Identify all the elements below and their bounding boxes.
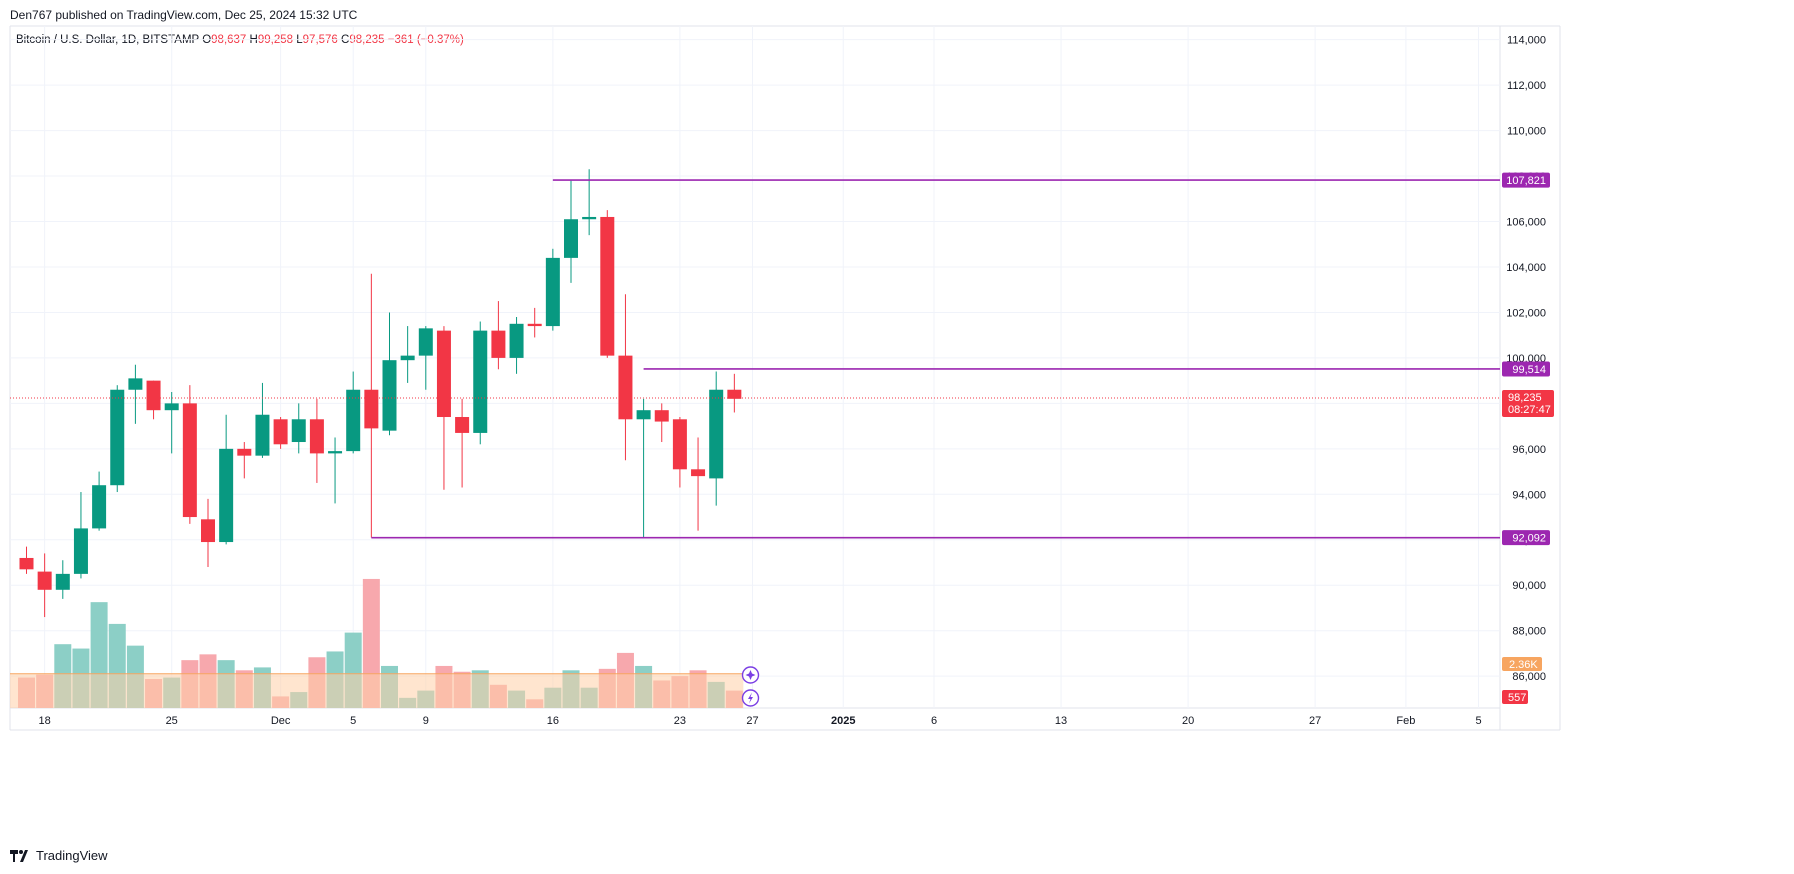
date-tick-label: 25 [166, 715, 178, 727]
volume-ma-area [10, 673, 744, 708]
candle-body[interactable] [219, 448, 234, 543]
price-tick-label: 102,000 [1506, 307, 1546, 319]
date-tick-label: Feb [1396, 715, 1415, 727]
date-tick-label: 16 [547, 715, 559, 727]
candle-body[interactable] [201, 519, 215, 543]
candle-body[interactable] [545, 257, 560, 327]
date-tick-label: 13 [1055, 715, 1067, 727]
candle-body[interactable] [255, 414, 270, 456]
lightning-icon-bolt [748, 692, 753, 704]
price-tick-label: 88,000 [1512, 626, 1546, 638]
candle-body[interactable] [364, 389, 379, 429]
volume-label: 557 [1508, 692, 1526, 704]
ai-sparkle-icon[interactable] [741, 666, 760, 684]
candle-body[interactable] [636, 410, 651, 420]
price-tick-label: 104,000 [1506, 262, 1546, 274]
candle-body[interactable] [110, 389, 125, 486]
candle-body[interactable] [273, 419, 288, 445]
candle-body[interactable] [418, 328, 433, 356]
volume-ma-label: 2.36K [1509, 659, 1538, 671]
candle-body[interactable] [618, 355, 633, 420]
candle-body[interactable] [509, 323, 524, 358]
price-axis[interactable]: 86,00088,00090,00092,00094,00096,00098,0… [1506, 35, 1546, 684]
candle-body[interactable] [727, 389, 742, 399]
last-price-label: 98,235 [1508, 392, 1542, 404]
level-tag [1502, 361, 1550, 377]
candle-body[interactable] [291, 419, 306, 443]
candle-body[interactable] [182, 403, 197, 518]
lightning-icon[interactable] [741, 689, 760, 707]
level-tag [1502, 530, 1550, 546]
grid-lines [10, 26, 1500, 708]
tradingview-logo-icon [10, 849, 28, 862]
time-axis[interactable]: 18 25 Dec 5 9 16 23 27 2025 6 13 20 27 Feb 5 [39, 715, 1482, 727]
price-tick-label: 110,000 [1507, 126, 1546, 138]
price-tick-label: 106,000 [1506, 217, 1546, 229]
chart-frame [9, 25, 1561, 731]
date-tick-label: 27 [1309, 715, 1321, 727]
date-tick-label: 20 [1182, 715, 1194, 727]
candle-body[interactable] [672, 419, 687, 470]
candle-body[interactable] [654, 410, 669, 422]
candle-body[interactable] [128, 378, 143, 390]
price-tick-label: 90,000 [1512, 580, 1546, 592]
volume-tag [1502, 690, 1528, 704]
price-tick-label: 114,000 [1507, 35, 1546, 47]
candle-body[interactable] [164, 403, 179, 411]
date-tick-label: Dec [271, 715, 291, 727]
volume-ma-tag [1502, 657, 1542, 671]
ai-sparkle-icon-star [745, 670, 756, 680]
candle-body[interactable] [346, 389, 361, 452]
level-tag [1502, 172, 1550, 188]
footer-brand-label: TradingView [36, 848, 108, 863]
candle-body[interactable] [491, 330, 506, 358]
price-tick-label: 86,000 [1512, 671, 1546, 683]
candle-body[interactable] [19, 557, 34, 570]
candle-body[interactable] [237, 448, 252, 456]
last-price-tag [1502, 390, 1554, 418]
candle-body[interactable] [400, 355, 415, 361]
candle-body[interactable] [328, 451, 343, 454]
price-tick-label: 112,000 [1507, 80, 1546, 92]
date-tick-label: 9 [423, 715, 429, 727]
candle-body[interactable] [146, 380, 161, 411]
candles[interactable] [19, 169, 742, 618]
date-tick-label: 27 [746, 715, 758, 727]
date-tick-label: 23 [674, 715, 686, 727]
candle-body[interactable] [582, 216, 597, 220]
published-header: Den767 published on TradingView.com, Dec… [10, 8, 358, 22]
horizontal-levels[interactable] [10, 179, 1500, 539]
date-tick-label: 5 [1475, 715, 1481, 727]
candle-body[interactable] [600, 216, 615, 356]
footer-brand[interactable]: TradingView [10, 848, 108, 863]
candle-body[interactable] [709, 389, 724, 479]
date-tick-label: 2025 [831, 715, 855, 727]
date-tick-label: 18 [39, 715, 51, 727]
candle-body[interactable] [309, 419, 324, 454]
candle-body[interactable] [473, 330, 488, 433]
price-tick-label: 94,000 [1512, 489, 1546, 501]
volume-bars [10, 578, 744, 708]
candle-body[interactable] [691, 469, 706, 477]
date-tick-label: 5 [350, 715, 356, 727]
candle-body[interactable] [55, 573, 70, 590]
candle-body[interactable] [527, 323, 542, 327]
candle-body[interactable] [564, 219, 578, 258]
candle-body[interactable] [73, 528, 88, 574]
level-tag-label: 107,821 [1506, 175, 1546, 187]
level-tag-label: 92,092 [1512, 533, 1546, 545]
candle-body[interactable] [455, 417, 470, 433]
price-tick-label: 96,000 [1512, 444, 1546, 456]
candle-body[interactable] [92, 485, 107, 529]
candle-body[interactable] [382, 360, 397, 431]
level-tag-label: 99,514 [1512, 364, 1546, 376]
candle-body[interactable] [37, 571, 52, 590]
countdown-label: 08:27:47 [1508, 404, 1551, 416]
date-tick-label: 6 [931, 715, 937, 727]
candle-body[interactable] [436, 330, 451, 418]
